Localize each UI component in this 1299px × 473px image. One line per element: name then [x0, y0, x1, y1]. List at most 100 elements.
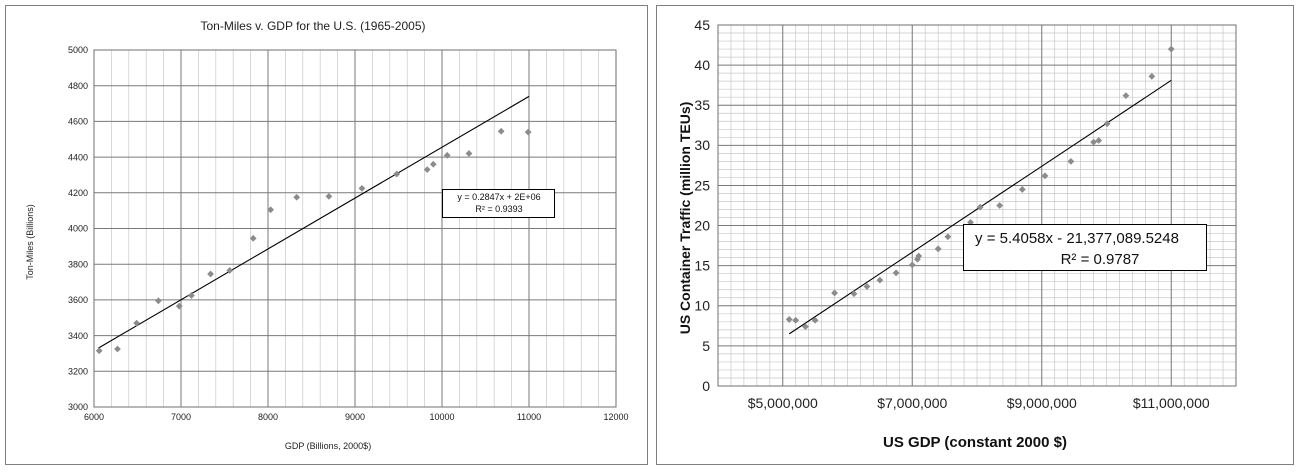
- data-point: [293, 193, 301, 201]
- data-point: [175, 302, 183, 310]
- data-point: [1122, 92, 1130, 99]
- y-tick-label: 10: [694, 298, 710, 314]
- y-tick-label: 4000: [68, 224, 88, 234]
- left-chart-frame: [5, 5, 648, 465]
- y-tick-label: 3400: [68, 331, 88, 341]
- data-point: [1103, 120, 1111, 128]
- x-tick-label: $9,000,000: [1007, 395, 1077, 411]
- right-chart-x-tick-labels: $5,000,000 $7,000,000 $9,000,000 $11,000,00…: [748, 395, 1210, 411]
- left-chart-equation: y = 0.2847x + 2E+06: [457, 192, 540, 202]
- left-chart-points: [95, 127, 532, 355]
- data-point: [207, 270, 214, 278]
- data-point: [1067, 157, 1075, 165]
- data-point: [1148, 72, 1156, 80]
- x-tick-label: 6000: [84, 412, 104, 422]
- right-chart-x-axis-label: US GDP (constant 2000 $): [883, 434, 1067, 451]
- data-point: [1041, 172, 1049, 180]
- data-point: [267, 206, 275, 214]
- data-point: [831, 289, 838, 297]
- x-tick-label: 9000: [345, 412, 365, 422]
- data-point: [226, 267, 234, 274]
- y-tick-label: 15: [694, 258, 710, 274]
- y-tick-label: 3600: [68, 295, 88, 305]
- y-tick-label: 3800: [68, 259, 88, 269]
- data-point: [944, 233, 952, 241]
- y-tick-label: 3000: [68, 402, 88, 412]
- data-point: [934, 245, 942, 253]
- x-tick-label: 11000: [517, 412, 541, 422]
- data-point: [358, 184, 366, 192]
- y-tick-label: 30: [694, 137, 710, 153]
- left-chart-equation-box: y = 0.2847x + 2E+06 R² = 0.9393: [442, 189, 555, 218]
- data-point: [188, 292, 195, 299]
- data-point: [876, 276, 884, 284]
- data-point: [1095, 137, 1103, 144]
- data-point: [785, 316, 793, 323]
- data-point: [524, 128, 532, 136]
- right-chart-grid: [717, 24, 1237, 387]
- data-point: [393, 170, 401, 178]
- x-tick-label: $7,000,000: [877, 395, 947, 411]
- left-chart-y-tick-labels: 3000 3200 3400 3600 3800 4000 4200 4400 4600 4800…: [68, 45, 88, 412]
- x-tick-label: 10000: [429, 412, 454, 422]
- data-point: [914, 255, 921, 263]
- y-tick-label: 0: [702, 378, 710, 394]
- y-tick-label: 45: [694, 17, 710, 33]
- x-tick-label: 7000: [171, 412, 191, 422]
- data-point: [811, 316, 819, 324]
- data-point: [154, 297, 162, 305]
- right-chart-y-axis-label: US Container Traffic (million TEUs): [677, 102, 693, 335]
- left-chart-r-squared: R² = 0.9393: [475, 204, 522, 214]
- left-chart-y-axis-label: Ton-Miles (Billions): [25, 204, 35, 280]
- data-point: [996, 202, 1004, 209]
- data-point: [850, 290, 858, 298]
- data-point: [95, 347, 103, 355]
- y-tick-label: 35: [694, 97, 710, 113]
- data-point: [443, 151, 451, 159]
- left-chart-x-axis-label: GDP (Billions, 2000$): [285, 441, 371, 451]
- left-chart-axes: [93, 49, 617, 408]
- data-point: [892, 269, 900, 277]
- plot-area-border: [717, 24, 1237, 387]
- data-point: [976, 203, 984, 211]
- y-tick-label: 20: [694, 217, 710, 233]
- y-tick-label: 5000: [68, 45, 88, 55]
- x-tick-label: $5,000,000: [748, 395, 818, 411]
- y-tick-label: 4800: [68, 81, 88, 91]
- y-tick-label: 40: [694, 57, 710, 73]
- right-chart-equation-box-border: [963, 224, 1207, 271]
- data-point: [114, 345, 121, 353]
- data-point: [1018, 186, 1026, 193]
- right-chart-equation-box: y = 5.4058x - 21,377,089.5248 R² = 0.978…: [963, 224, 1207, 271]
- right-chart-axes: [717, 24, 1237, 387]
- y-tick-label: 3200: [68, 366, 88, 376]
- data-point: [497, 127, 505, 135]
- x-tick-label: 12000: [603, 412, 628, 422]
- y-tick-label: 4400: [68, 152, 88, 162]
- right-chart-y-tick-labels: 0 5 10 15 20 25 30 35 40 45: [694, 17, 710, 394]
- data-point: [1167, 45, 1175, 53]
- x-tick-label: $11,000,000: [1133, 395, 1210, 411]
- data-point: [429, 160, 437, 168]
- left-chart-title: Ton-Miles v. GDP for the U.S. (1965-2005…: [201, 19, 426, 33]
- x-tick-label: 8000: [258, 412, 278, 422]
- data-point: [249, 234, 257, 242]
- data-point: [863, 283, 871, 290]
- left-chart-x-tick-labels: 6000 7000 8000 9000 10000 11000 12000: [84, 412, 629, 422]
- right-chart-points: [785, 45, 1175, 331]
- y-tick-label: 5: [702, 338, 710, 354]
- right-chart-equation: y = 5.4058x - 21,377,089.5248: [975, 230, 1179, 247]
- data-point: [915, 252, 923, 260]
- right-chart: $5,000,000 $7,000,000 $9,000,000 $11,000,00…: [677, 17, 1237, 451]
- data-point: [908, 261, 916, 269]
- y-tick-label: 25: [694, 177, 710, 193]
- left-chart-equation-box-border: [442, 189, 555, 218]
- data-point: [423, 166, 431, 173]
- data-point: [1090, 138, 1097, 146]
- data-point: [325, 192, 333, 200]
- data-point: [802, 323, 809, 331]
- right-chart-r-squared: R² = 0.9787: [1061, 251, 1140, 268]
- data-point: [792, 316, 800, 324]
